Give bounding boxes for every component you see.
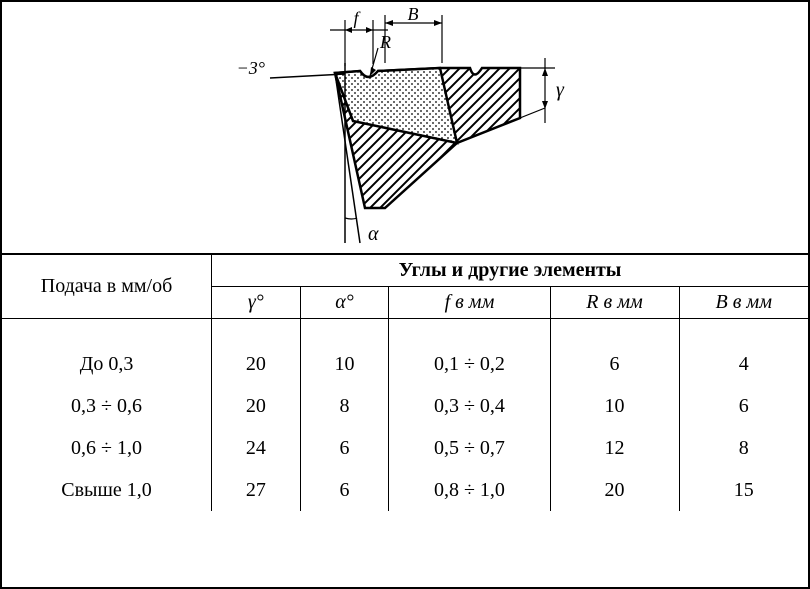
cell-R: 10	[605, 395, 625, 417]
sub-alpha: α°	[335, 291, 354, 313]
cell-R: 20	[605, 479, 625, 501]
label-gamma: γ	[556, 79, 565, 101]
table-row: Свыше 1,0 27 6 0,8 ÷ 1,0 20 15	[2, 469, 808, 511]
B-arrow-l	[385, 20, 393, 26]
cell-B: 15	[734, 479, 754, 501]
cell-gamma: 27	[246, 479, 266, 501]
header-group: Углы и другие элементы	[399, 259, 622, 281]
cell-f: 0,8 ÷ 1,0	[434, 479, 505, 501]
cell-alpha: 6	[340, 437, 350, 459]
sub-B: B в мм	[716, 291, 772, 313]
cell-f: 0,1 ÷ 0,2	[434, 353, 505, 375]
cell-alpha: 6	[340, 479, 350, 501]
parameters-table: Подача в мм/об Углы и другие элементы γ°…	[2, 255, 808, 511]
cell-feed: 0,3 ÷ 0,6	[71, 395, 142, 417]
cell-gamma: 20	[246, 395, 266, 417]
alpha-arc	[345, 218, 357, 219]
sub-gamma: γ°	[248, 291, 264, 313]
table-row: 0,6 ÷ 1,0 24 6 0,5 ÷ 0,7 12 8	[2, 427, 808, 469]
cell-B: 4	[739, 353, 749, 375]
cell-alpha: 10	[335, 353, 355, 375]
gamma-arrow-b	[542, 101, 548, 109]
table-row: 0,3 ÷ 0,6 20 8 0,3 ÷ 0,4 10 6	[2, 385, 808, 427]
tool-diagram: −3° α f B R	[2, 2, 808, 255]
page-frame: −3° α f B R	[0, 0, 810, 589]
label-R: R	[379, 32, 391, 52]
cell-feed: Свыше 1,0	[61, 479, 152, 501]
cell-feed: До 0,3	[80, 353, 134, 375]
cell-feed: 0,6 ÷ 1,0	[71, 437, 142, 459]
f-arrow-r	[366, 27, 373, 33]
cell-B: 8	[739, 437, 749, 459]
cell-R: 12	[605, 437, 625, 459]
label-neg3: −3°	[237, 58, 265, 78]
diagram-svg: −3° α f B R	[210, 8, 600, 248]
table-row: До 0,3 20 10 0,1 ÷ 0,2 6 4	[2, 319, 808, 386]
sub-R: R в мм	[586, 291, 642, 313]
cell-gamma: 20	[246, 353, 266, 375]
cell-f: 0,5 ÷ 0,7	[434, 437, 505, 459]
ref-line-left	[270, 74, 345, 78]
cell-R: 6	[610, 353, 620, 375]
cell-gamma: 24	[246, 437, 266, 459]
B-arrow-r	[434, 20, 442, 26]
label-f: f	[353, 8, 361, 28]
label-B: B	[408, 8, 419, 24]
cell-f: 0,3 ÷ 0,4	[434, 395, 505, 417]
header-feed: Подача в мм/об	[41, 275, 173, 297]
gamma-arrow-t	[542, 68, 548, 76]
f-arrow-l	[345, 27, 352, 33]
label-alpha: α	[368, 223, 379, 245]
cell-B: 6	[739, 395, 749, 417]
sub-f: f в мм	[445, 291, 495, 313]
cell-alpha: 8	[340, 395, 350, 417]
